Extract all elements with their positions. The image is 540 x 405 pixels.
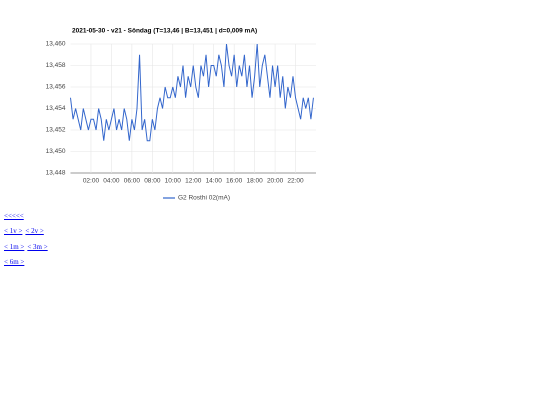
y-tick-label: 13,460 — [46, 41, 66, 48]
x-tick-label: 12:00 — [185, 178, 202, 185]
x-tick-label: 20:00 — [267, 178, 284, 185]
legend-label: G2 Rosthi 02(mA) — [178, 195, 230, 202]
nav-link[interactable]: < 1m > — [4, 242, 25, 251]
link-row: < 1m > < 3m > — [4, 243, 51, 258]
x-tick-label: 22:00 — [287, 178, 304, 185]
y-tick-label: 13,450 — [46, 148, 66, 155]
x-tick-label: 06:00 — [124, 178, 141, 185]
nav-link[interactable]: < 3m > — [27, 242, 48, 251]
chart-title: 2021-05-30 - v21 - Söndag (T=13,46 | B=1… — [72, 28, 257, 35]
x-tick-label: 10:00 — [165, 178, 182, 185]
chart: 2021-05-30 - v21 - Söndag (T=13,46 | B=1… — [46, 28, 316, 202]
x-tick-label: 16:00 — [226, 178, 243, 185]
x-tick-label: 18:00 — [246, 178, 263, 185]
nav-link[interactable]: < 2v > — [25, 227, 44, 236]
data-line — [70, 43, 314, 142]
x-tick-label: 14:00 — [206, 178, 223, 185]
nav-link[interactable]: < 6m > — [4, 257, 25, 266]
nav-links: <<<<< < 1v > < 2v > < 1m > < 3m > < 6m > — [4, 212, 51, 273]
link-row: < 1v > < 2v > — [4, 227, 51, 242]
x-tick-label: 02:00 — [83, 178, 100, 185]
nav-link[interactable]: < 1v > — [4, 227, 23, 236]
y-tick-label: 13,454 — [46, 105, 66, 112]
y-tick-label: 13,448 — [46, 170, 66, 177]
y-tick-label: 13,452 — [46, 127, 66, 134]
x-tick-label: 04:00 — [103, 178, 120, 185]
link-row: < 6m > — [4, 258, 51, 273]
y-tick-label: 13,456 — [46, 84, 66, 91]
link-row: <<<<< — [4, 212, 51, 227]
x-tick-label: 08:00 — [144, 178, 161, 185]
y-tick-label: 13,458 — [46, 62, 66, 69]
nav-link[interactable]: <<<<< — [4, 212, 24, 220]
